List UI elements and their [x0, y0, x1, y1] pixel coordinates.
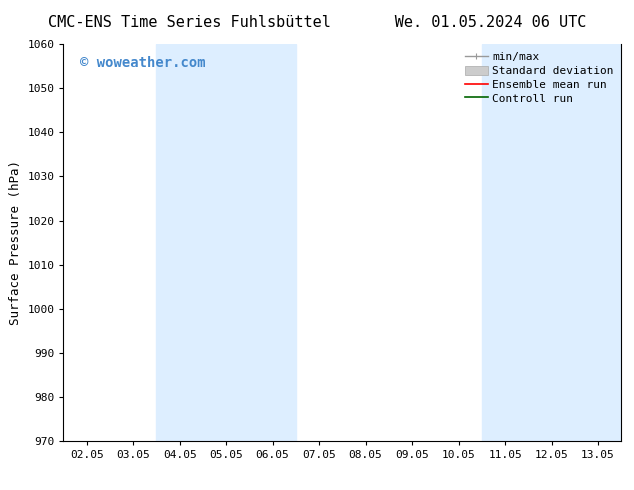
- Text: CMC-ENS Time Series Fuhlsbüttel       We. 01.05.2024 06 UTC: CMC-ENS Time Series Fuhlsbüttel We. 01.0…: [48, 15, 586, 30]
- Bar: [482, 44, 621, 441]
- Text: © woweather.com: © woweather.com: [80, 56, 206, 70]
- Bar: [157, 44, 296, 441]
- Y-axis label: Surface Pressure (hPa): Surface Pressure (hPa): [9, 160, 22, 325]
- Legend: min/max, Standard deviation, Ensemble mean run, Controll run: min/max, Standard deviation, Ensemble me…: [463, 49, 616, 106]
